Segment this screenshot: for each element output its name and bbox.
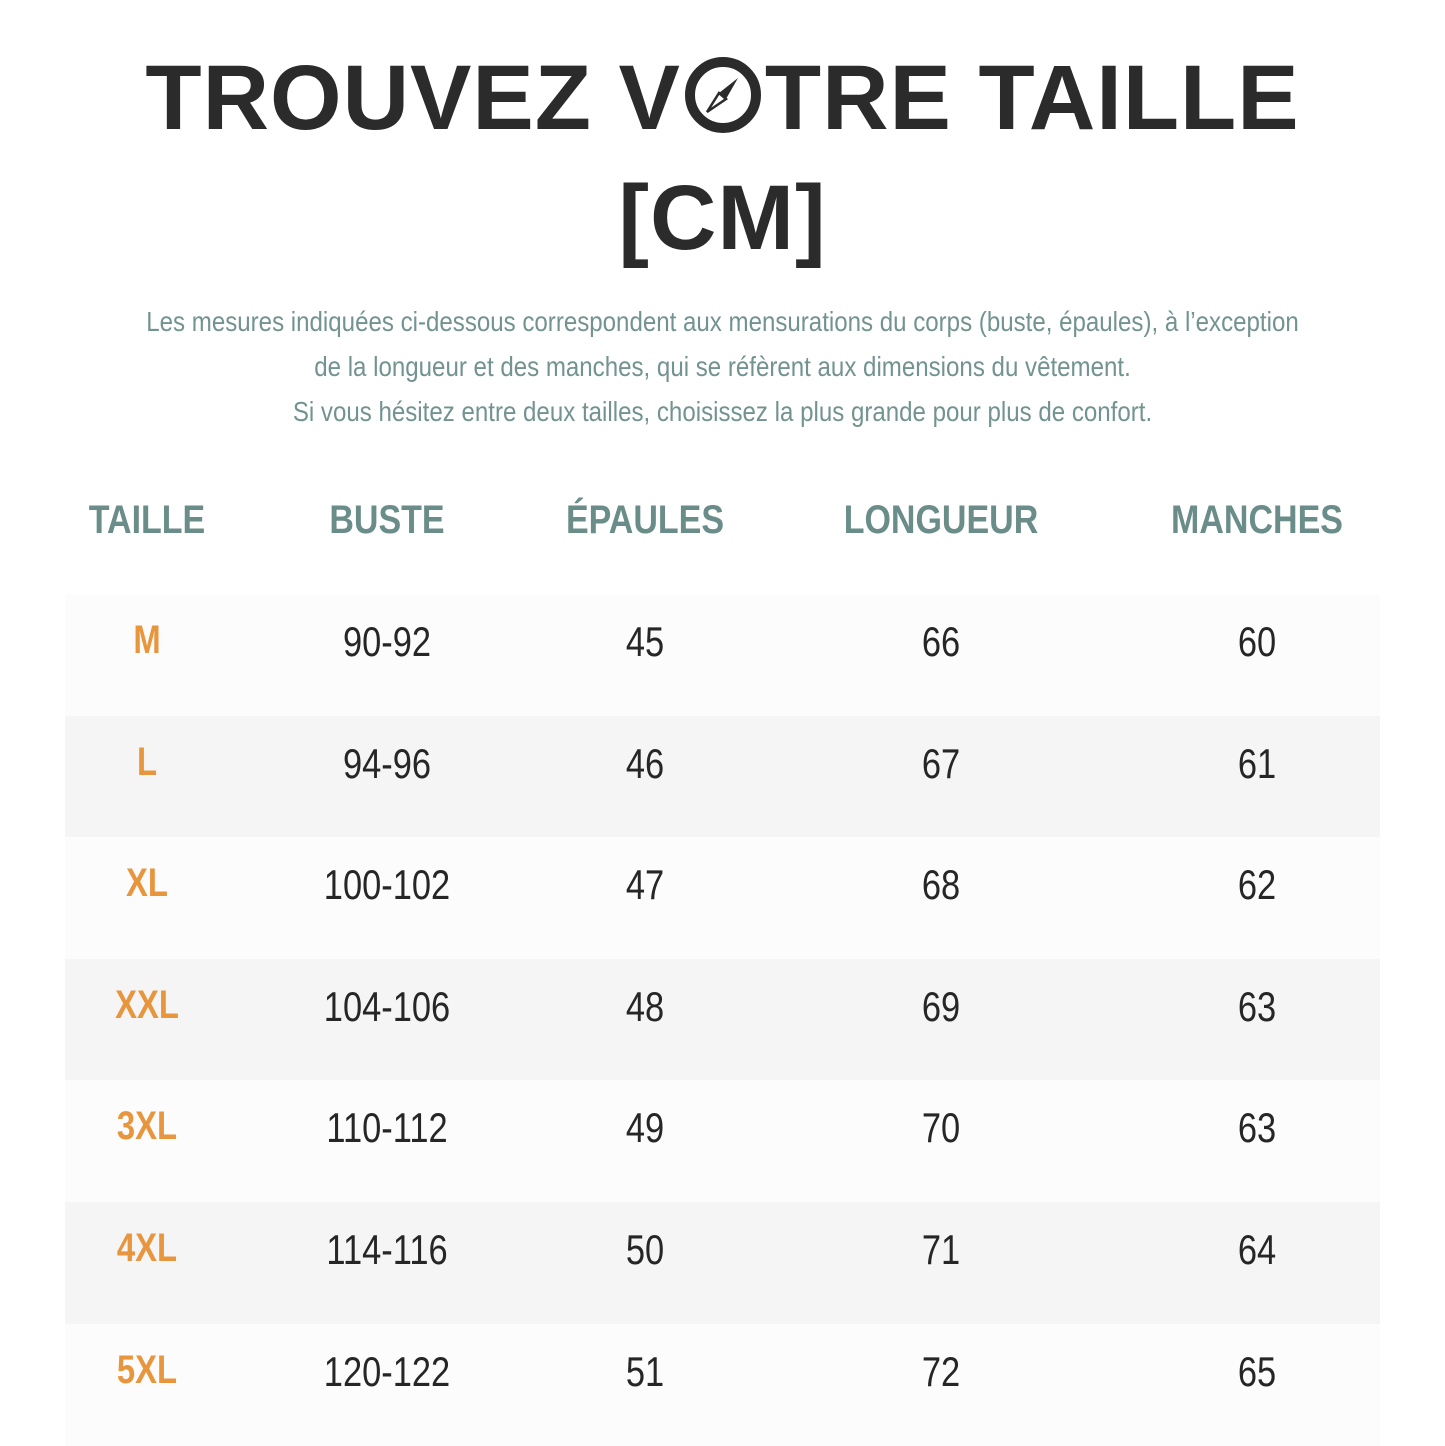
measurement-cell: 65	[1237, 1347, 1277, 1395]
measurement-cell: 63	[1237, 982, 1277, 1030]
measurement-cell: 110-112	[326, 1104, 448, 1152]
measurement-cell: 47	[625, 861, 665, 909]
measurement-cell: 71	[921, 1226, 961, 1273]
table-row: 3XL 110-112 49 70 63	[65, 1080, 1380, 1203]
measurement-cell: 120-122	[323, 1347, 451, 1395]
measurement-cell: 51	[625, 1347, 665, 1395]
table-row: M 90-92 45 66 60	[65, 594, 1380, 716]
measurement-cell: 63	[1237, 1104, 1277, 1152]
page-title: TROUVEZ V TRE TAILLE	[0, 52, 1445, 144]
size-label: M	[133, 618, 161, 662]
title-part: TROUVEZ V	[145, 47, 681, 149]
measurement-cell: 62	[1237, 861, 1277, 909]
note-line: Si vous hésitez entre deux tailles, choi…	[292, 396, 1153, 427]
measurement-cell: 94-96	[342, 739, 432, 787]
measurement-cell: 69	[921, 982, 961, 1030]
size-label: 5XL	[116, 1347, 178, 1392]
size-label: XXL	[115, 982, 179, 1027]
measurement-cell: 68	[921, 861, 961, 909]
column-header: ÉPAULES	[565, 498, 725, 542]
unit-title: [CM]	[618, 167, 827, 269]
note-line: Les mesures indiquées ci-dessous corresp…	[146, 306, 1299, 337]
measurement-cell: 45	[625, 618, 665, 665]
measurement-cell: 67	[921, 739, 961, 787]
measurement-cell: 61	[1237, 739, 1277, 787]
size-note: Les mesures indiquées ci-dessous corresp…	[0, 299, 1445, 434]
column-header: TAILLE	[88, 498, 206, 542]
measurement-cell: 50	[625, 1226, 665, 1273]
measurement-cell: 48	[625, 982, 665, 1030]
measurement-cell: 49	[625, 1104, 665, 1152]
column-header: MANCHES	[1171, 498, 1343, 542]
measurement-cell: 90-92	[342, 618, 432, 665]
table-row: XL 100-102 47 68 62	[65, 837, 1380, 960]
table-row: 4XL 114-116 50 71 64	[65, 1202, 1380, 1324]
size-label: 3XL	[116, 1104, 178, 1149]
measurement-cell: 114-116	[326, 1226, 448, 1273]
title-part: TRE TAILLE	[764, 47, 1300, 149]
measurement-cell: 100-102	[323, 861, 451, 909]
size-label: XL	[126, 861, 168, 906]
measurement-cell: 46	[625, 739, 665, 787]
measurement-cell: 104-106	[323, 982, 451, 1030]
measurement-cell: 66	[921, 618, 961, 665]
table-row: 5XL 120-122 51 72 65	[65, 1323, 1380, 1446]
measurement-cell: 72	[921, 1347, 961, 1395]
table-row: L 94-96 46 67 61	[65, 715, 1380, 838]
measurement-cell: 70	[921, 1104, 961, 1152]
size-label: 4XL	[116, 1226, 178, 1270]
measurement-cell: 60	[1237, 618, 1277, 665]
table-row: XXL 104-106 48 69 63	[65, 958, 1380, 1081]
note-line: de la longueur et des manches, qui se ré…	[314, 351, 1131, 382]
measurement-cell: 64	[1237, 1226, 1277, 1273]
column-header: LONGUEUR	[843, 498, 1039, 542]
column-header: BUSTE	[329, 498, 445, 542]
size-label: L	[136, 739, 158, 784]
compass-icon	[684, 57, 761, 133]
